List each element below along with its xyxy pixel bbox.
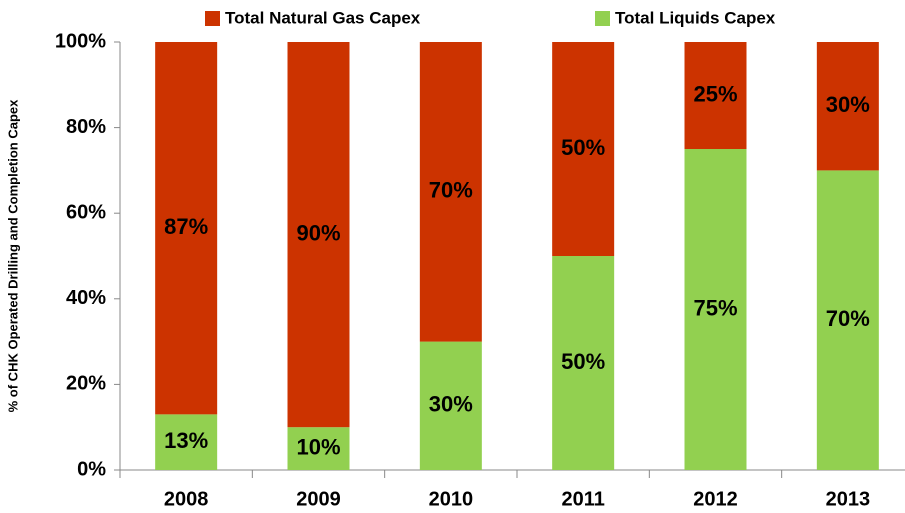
data-label: 90% bbox=[296, 220, 340, 245]
y-axis-label: % of CHK Operated Drilling and Completio… bbox=[5, 99, 20, 413]
legend-swatch bbox=[595, 11, 610, 26]
y-tick-label: 100% bbox=[55, 30, 106, 52]
data-label: 50% bbox=[561, 349, 605, 374]
bar-segment bbox=[684, 149, 747, 470]
data-label: 50% bbox=[561, 135, 605, 160]
x-tick-label: 2013 bbox=[826, 488, 871, 510]
data-label: 13% bbox=[164, 428, 208, 453]
bar-segment bbox=[155, 42, 218, 415]
x-tick-label: 2009 bbox=[296, 488, 341, 510]
bar-segment bbox=[419, 341, 482, 470]
legend-label: Total Liquids Capex bbox=[615, 8, 776, 27]
bar-segment bbox=[552, 256, 615, 470]
bar-segment bbox=[419, 42, 482, 342]
data-label: 30% bbox=[826, 92, 870, 117]
legend-label: Total Natural Gas Capex bbox=[225, 8, 421, 27]
x-tick-label: 2012 bbox=[693, 488, 738, 510]
y-tick-label: 0% bbox=[77, 458, 106, 480]
bar-segment bbox=[816, 170, 879, 470]
x-tick-label: 2008 bbox=[164, 488, 209, 510]
data-label: 70% bbox=[826, 306, 870, 331]
y-tick-label: 60% bbox=[66, 201, 106, 223]
bar-segment bbox=[287, 427, 350, 470]
data-label: 10% bbox=[296, 434, 340, 459]
data-label: 25% bbox=[693, 81, 737, 106]
bar-segment bbox=[684, 42, 747, 149]
bar-segment bbox=[155, 414, 218, 470]
y-tick-label: 40% bbox=[66, 287, 106, 309]
bar-segment bbox=[816, 42, 879, 171]
legend-swatch bbox=[205, 11, 220, 26]
x-tick-label: 2010 bbox=[429, 488, 474, 510]
y-tick-label: 20% bbox=[66, 373, 106, 395]
data-label: 30% bbox=[429, 392, 473, 417]
x-tick-label: 2011 bbox=[561, 488, 604, 510]
data-label: 70% bbox=[429, 178, 473, 203]
data-label: 75% bbox=[693, 295, 737, 320]
y-tick-label: 80% bbox=[66, 116, 106, 138]
data-label: 87% bbox=[164, 214, 208, 239]
bar-segment bbox=[552, 42, 615, 256]
bar-segment bbox=[287, 42, 350, 428]
